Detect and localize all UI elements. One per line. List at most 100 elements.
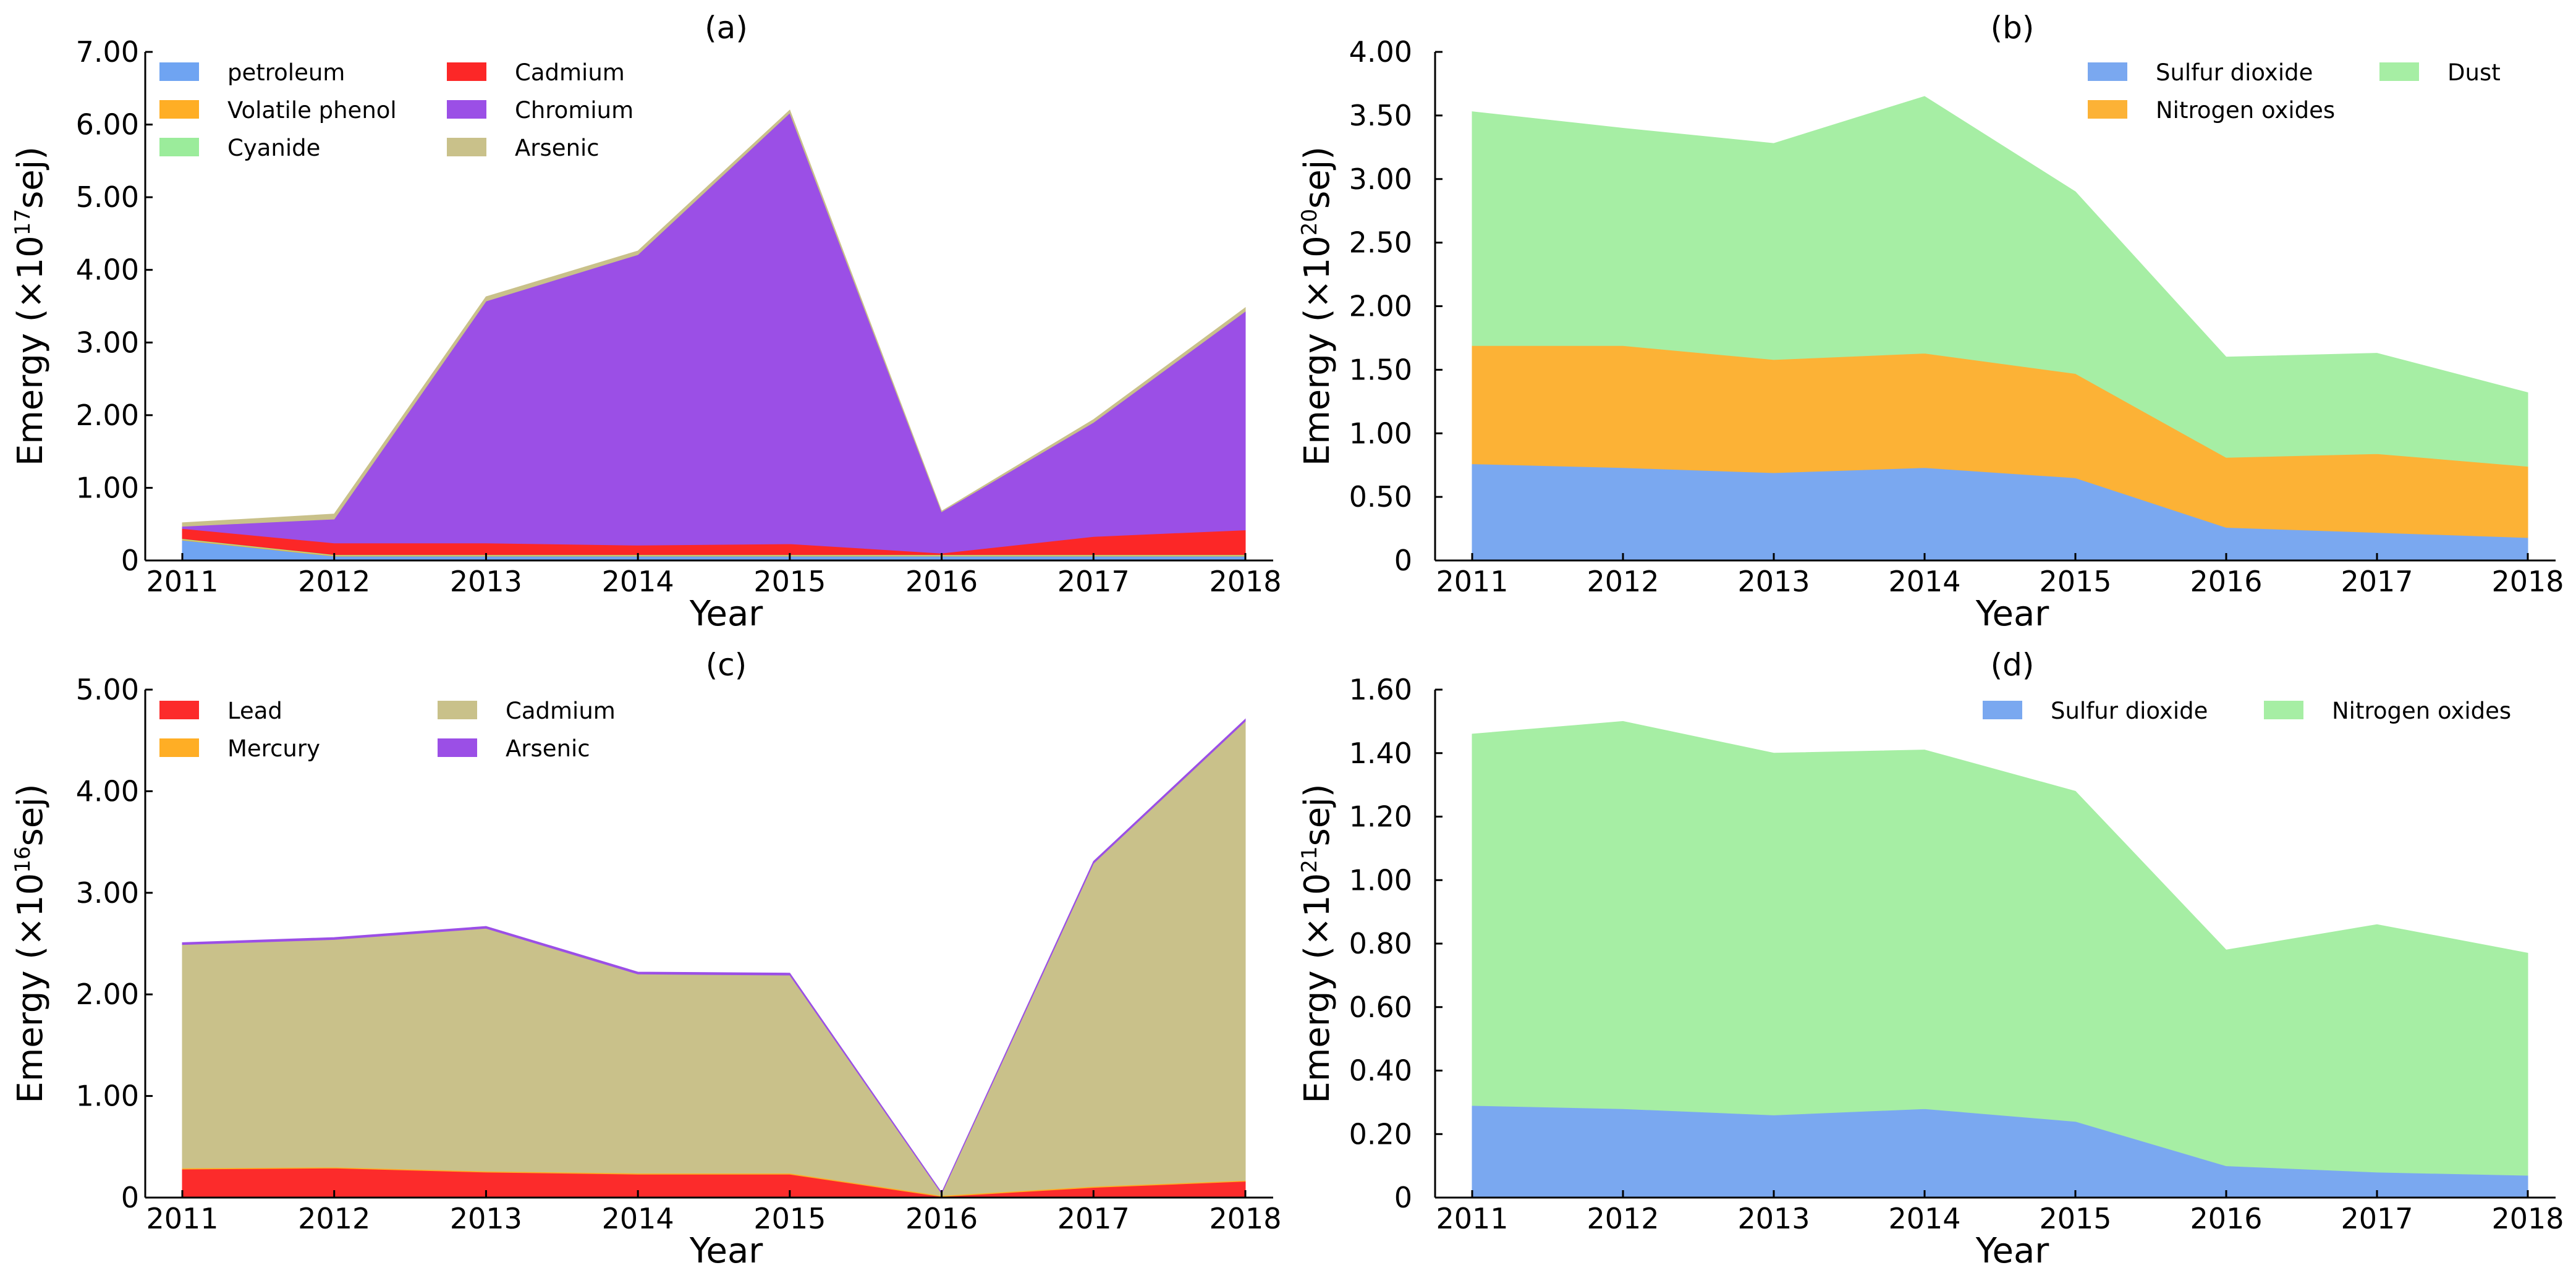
legend-swatch xyxy=(159,738,199,757)
legend-item: Sulfur dioxide xyxy=(2088,59,2313,86)
y-tick-label: 0 xyxy=(1394,1181,1412,1214)
x-tick-label: 2014 xyxy=(602,565,674,598)
x-tick-label: 2013 xyxy=(450,1202,522,1235)
legend-item: Nitrogen oxides xyxy=(2264,698,2511,724)
legend-item: Cadmium xyxy=(447,59,625,86)
legend-swatch xyxy=(2379,62,2419,81)
legend-swatch xyxy=(438,701,477,719)
x-tick-label: 2015 xyxy=(2039,565,2111,598)
y-axis-label: Emergy (×1021sej) xyxy=(1297,784,1337,1103)
y-tick-label: 2.00 xyxy=(76,399,139,432)
legend-label: Volatile phenol xyxy=(227,97,397,124)
legend-swatch xyxy=(2264,701,2303,719)
panel-b: 0 0.50 1.00 1.50 2.00 2.50 3.00 3.50 4.00 2011 201… xyxy=(1297,10,2564,634)
legend-item: Arsenic xyxy=(438,735,590,762)
legend-swatch xyxy=(447,62,486,81)
legend-label: Cadmium xyxy=(515,59,625,86)
legend-item: Lead xyxy=(159,698,282,724)
x-tick-label: 2012 xyxy=(298,1202,370,1235)
panel-c: 0 1.00 2.00 3.00 4.00 5.00 2011 2012 2013 2014 201… xyxy=(11,647,1282,1271)
y-tick-label: 0.20 xyxy=(1349,1117,1412,1151)
y-tick-label: 1.50 xyxy=(1349,353,1412,386)
y-tick-label: 1.00 xyxy=(1349,416,1412,450)
x-axis-label: Year xyxy=(689,1231,764,1271)
y-tick-label: 0 xyxy=(121,1181,139,1214)
x-tick-label: 2014 xyxy=(602,1202,674,1235)
legend-label: Nitrogen oxides xyxy=(2156,97,2335,124)
legend-swatch xyxy=(159,701,199,719)
x-tick-label: 2013 xyxy=(450,565,522,598)
y-tick-label: 4.00 xyxy=(76,253,139,287)
legend-swatch xyxy=(159,62,199,81)
x-tick-label: 2013 xyxy=(1737,1202,1810,1235)
legend-label: Sulfur dioxide xyxy=(2051,698,2208,724)
x-tick-label: 2014 xyxy=(1888,1202,1960,1235)
legend-label: Arsenic xyxy=(506,735,590,762)
y-tick-label: 6.00 xyxy=(76,108,139,142)
legend-swatch xyxy=(438,738,477,757)
legend-item: Chromium xyxy=(447,97,633,124)
y-tick-label: 2.00 xyxy=(1349,290,1412,323)
x-tick-label: 2014 xyxy=(1888,565,1960,598)
y-axis-label: Emergy (×1016sej) xyxy=(11,784,51,1103)
x-axis-label: Year xyxy=(1975,1231,2050,1271)
y-tick-label: 1.00 xyxy=(1349,863,1412,897)
y-tick-label: 1.60 xyxy=(1349,673,1412,706)
legend-item: Volatile phenol xyxy=(159,97,397,124)
x-tick-label: 2017 xyxy=(2341,1202,2413,1235)
y-axis-label: Emergy (×1017sej) xyxy=(11,146,51,466)
panel-d: 0 0.20 0.40 0.60 0.80 1.00 1.20 1.40 1.60 2011 201… xyxy=(1297,647,2564,1271)
x-tick-label: 2017 xyxy=(1057,1202,1130,1235)
legend-item: Mercury xyxy=(159,735,320,762)
x-tick-label: 2012 xyxy=(1587,565,1659,598)
x-tick-label: 2016 xyxy=(905,565,978,598)
x-axis-label: Year xyxy=(689,594,764,634)
x-axis-label: Year xyxy=(1975,594,2050,634)
y-tick-label: 1.20 xyxy=(1349,800,1412,834)
x-tick-label: 2016 xyxy=(2190,565,2262,598)
x-tick-label: 2017 xyxy=(1057,565,1130,598)
y-tick-label: 0.40 xyxy=(1349,1054,1412,1088)
legend-swatch xyxy=(159,100,199,119)
x-tick-label: 2015 xyxy=(753,565,826,598)
y-tick-label: 3.00 xyxy=(1349,163,1412,196)
legend-item: Nitrogen oxides xyxy=(2088,97,2335,124)
legend-label: Cadmium xyxy=(506,698,616,724)
legend-label: Sulfur dioxide xyxy=(2156,59,2313,86)
x-tick-label: 2011 xyxy=(1436,565,1508,598)
y-tick-label: 2.00 xyxy=(76,978,139,1011)
area-series-arsenic xyxy=(182,109,1246,527)
legend-item: Cyanide xyxy=(159,135,320,161)
y-tick-label: 5.00 xyxy=(76,673,139,706)
y-tick-label: 3.00 xyxy=(76,876,139,910)
x-tick-label: 2015 xyxy=(2039,1202,2111,1235)
y-tick-label: 0 xyxy=(1394,544,1412,577)
y-tick-label: 1.00 xyxy=(76,1080,139,1113)
y-tick-label: 2.50 xyxy=(1349,226,1412,260)
x-tick-label: 2015 xyxy=(753,1202,826,1235)
y-tick-label: 0.80 xyxy=(1349,927,1412,960)
legend-item: petroleum xyxy=(159,59,345,86)
y-tick-label: 0 xyxy=(121,544,139,577)
y-tick-label: 0.50 xyxy=(1349,480,1412,514)
y-tick-label: 1.00 xyxy=(76,471,139,504)
legend-swatch xyxy=(159,138,199,156)
legend-swatch xyxy=(2088,100,2127,119)
x-tick-label: 2012 xyxy=(298,565,370,598)
panel-a: 0 1.00 2.00 3.00 4.00 5.00 6.00 7.00 2011 2012 201… xyxy=(11,10,1282,634)
panel-title: (b) xyxy=(1991,10,2035,46)
legend-label: Nitrogen oxides xyxy=(2332,698,2511,724)
legend-swatch xyxy=(447,100,486,119)
panel-title: (d) xyxy=(1991,647,2035,683)
x-tick-label: 2011 xyxy=(146,1202,218,1235)
legend-label: petroleum xyxy=(227,59,345,86)
legend-label: Chromium xyxy=(515,97,633,124)
y-tick-label: 3.00 xyxy=(76,326,139,359)
y-tick-label: 4.00 xyxy=(76,774,139,808)
y-tick-label: 7.00 xyxy=(76,35,139,69)
x-tick-label: 2018 xyxy=(1209,565,1281,598)
y-tick-label: 1.40 xyxy=(1349,737,1412,770)
legend-label: Cyanide xyxy=(227,135,320,161)
x-tick-label: 2016 xyxy=(2190,1202,2262,1235)
legend-label: Lead xyxy=(227,698,282,724)
